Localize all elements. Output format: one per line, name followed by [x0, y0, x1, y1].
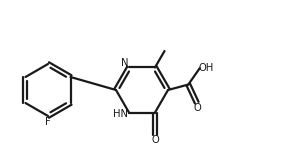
Text: O: O — [194, 103, 201, 113]
Text: F: F — [45, 117, 51, 127]
Text: OH: OH — [199, 63, 214, 73]
Text: O: O — [151, 135, 159, 145]
Text: HN: HN — [112, 108, 128, 119]
Text: N: N — [121, 58, 129, 68]
